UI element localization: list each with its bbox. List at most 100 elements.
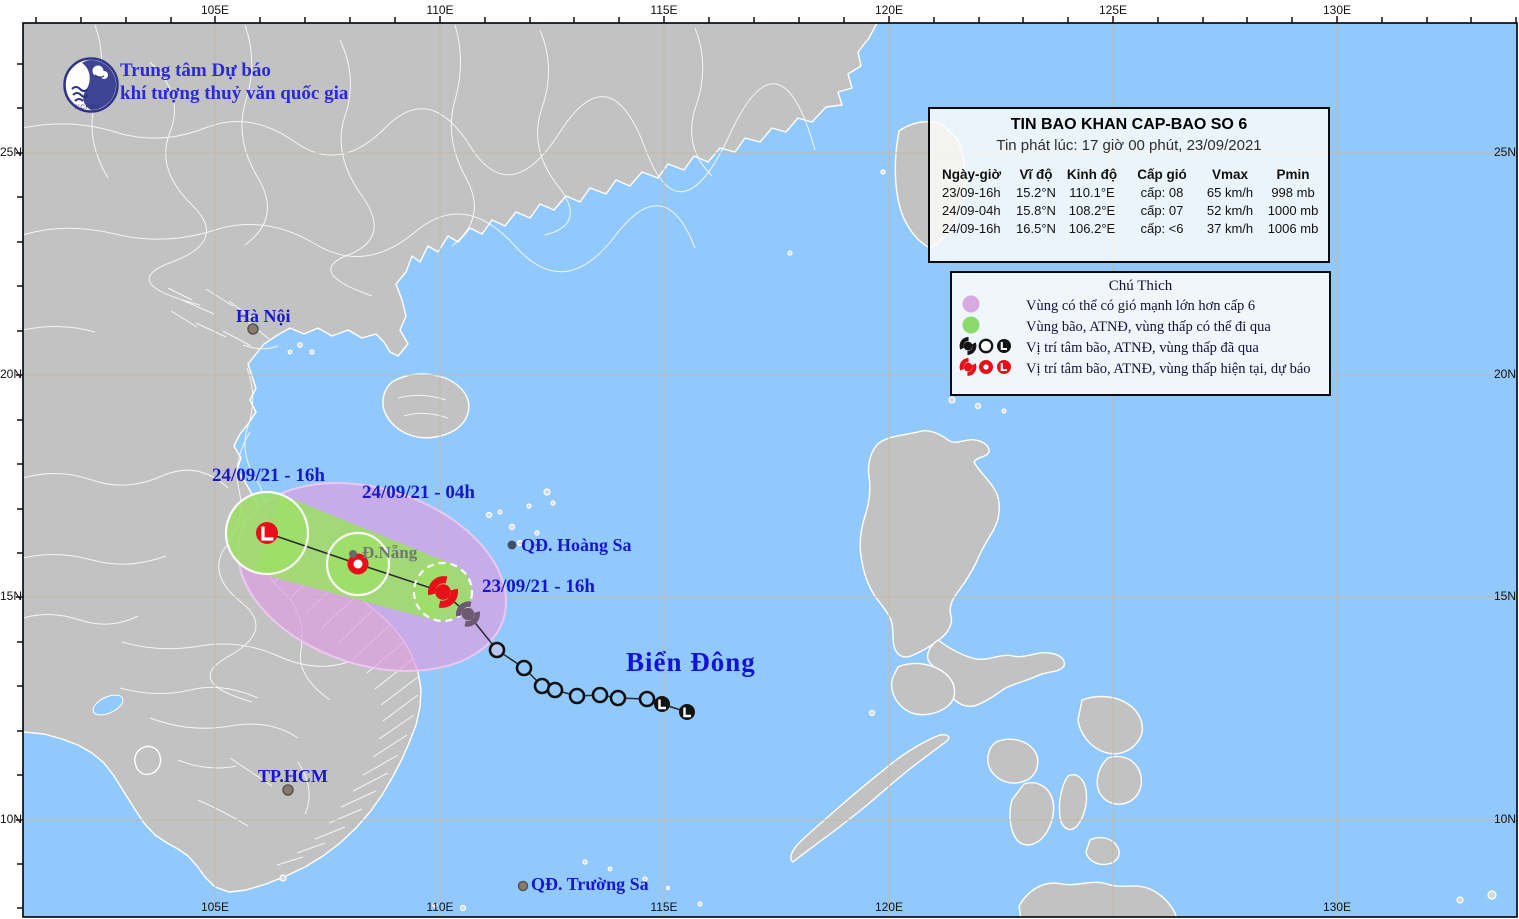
table-cell: 108.2°E [1068,203,1116,218]
nchmf-logo [63,57,119,113]
legend-label: Vị trí tâm bão, ATNĐ, vùng thấp hiện tại… [1026,360,1311,377]
track-area-swatch [952,315,1026,340]
hoangsa-marker [507,540,517,550]
label-sea-name: Biển Đông [626,647,756,677]
axis-label-top: 110E [426,3,454,17]
island-hainan [382,373,470,439]
past-positions [453,598,695,720]
legend-item: Vị trí tâm bão, ATNĐ, vùng thấp đã qua [952,336,1329,361]
axis-label-top: 105E [200,3,230,17]
wind-area-swatch [952,294,1026,319]
col-header: Ngày-giờ [942,167,1002,182]
table-cell: 24/09-16h [942,221,1001,236]
island-leyte [1096,755,1143,805]
table-cell: 37 km/h [1206,221,1254,236]
past-low-symbol [679,704,695,720]
label-truongsa: QĐ. Trường Sa [531,874,649,894]
label-forecast-24-16h: 24/09/21 - 16h [212,465,325,486]
table-cell: 1000 mb [1267,203,1319,218]
axis-label-left: 25N [0,145,23,159]
island-cebu [1058,774,1088,831]
axis-label-bottom: 105E [200,900,230,914]
island-panay [987,738,1039,784]
bulletin-issued-time: Tin phát lúc: 17 giờ 00 phút, 23/09/2021 [996,137,1262,154]
axis-label-right: 10N [1493,812,1516,826]
axis-label-top: 130E [1322,3,1352,17]
forecast-depression-symbol [347,553,369,575]
axis-label-bottom: 110E [426,900,454,914]
col-header: Vmax [1211,167,1249,182]
axis-label-top: 120E [874,3,904,17]
current-position-symbols [952,357,1026,382]
axis-label-left: 15N [0,589,23,603]
label-hanoi: Hà Nội [236,306,291,326]
forecast-circles [224,490,474,623]
forecast-low-symbol [256,522,278,544]
island-samar [1077,695,1144,755]
table-cell: 110.1°E [1069,185,1115,200]
table-cell: cấp: 08 [1140,185,1184,200]
legend-label: Vùng bão, ATNĐ, vùng thấp có thể đi qua [1026,318,1271,335]
legend-panel: Chú Thich Vùng có thể có gió mạnh lớn hơ… [950,271,1331,396]
axis-label-bottom: 115E [650,900,678,914]
legend-item: Vùng bão, ATNĐ, vùng thấp có thể đi qua [952,315,1329,340]
map-border [22,22,1518,918]
legend-label: Vùng có thể có gió mạnh lớn hơn cấp 6 [1026,297,1256,314]
axis-label-right: 25N [1493,145,1516,159]
table-cell: 16.5°N [1016,221,1056,236]
col-header: Cấp gió [1137,167,1187,182]
col-header: Pmin [1276,167,1310,182]
table-cell: 1006 mb [1267,221,1319,236]
axis-label-top: 115E [650,3,678,17]
island-mindanao [1018,881,1178,917]
label-danang: Đ.Nẵng [362,543,418,562]
label-current-23-16h: 23/09/21 - 16h [482,576,595,597]
table-cell: 52 km/h [1206,203,1254,218]
island-negros [1009,782,1055,846]
small-islands [279,169,1497,912]
danang-marker [349,550,357,558]
col-header: Kinh độ [1066,167,1118,182]
label-hcm: TP.HCM [258,766,328,786]
hcm-marker [282,784,294,796]
table-cell: 998 mb [1271,185,1315,200]
col-header: Vĩ độ [1019,167,1053,182]
table-cell: 23/09-16h [942,185,1001,200]
axis-label-right: 20N [1493,367,1516,381]
axis-label-bottom: 120E [874,900,904,914]
org-name-line2: khí tượng thuỷ văn quốc gia [120,83,349,104]
city-markers [247,323,529,892]
legend-item: Vị trí tâm bão, ATNĐ, vùng thấp hiện tại… [952,357,1329,382]
table-cell: cấp: 07 [1140,203,1184,218]
label-forecast-24-04h: 24/09/21 - 04h [362,482,475,503]
legend-title: Chú Thich [1108,278,1173,294]
logo-caption: NCHMF [75,104,101,111]
land-mainland-asia [24,24,878,893]
table-cell: cấp: <6 [1140,221,1184,236]
axis-label-left: 20N [0,367,23,381]
table-cell: 24/09-04h [942,203,1001,218]
table-cell: 106.2°E [1068,221,1116,236]
legend-label: Vị trí tâm bão, ATNĐ, vùng thấp đã qua [1026,339,1259,356]
bulletin-title: TIN BAO KHAN CAP-BAO SO 6 [1010,116,1248,133]
table-cell: 65 km/h [1206,185,1254,200]
table-cell: 15.2°N [1016,185,1056,200]
axis-label-left: 10N [0,812,23,826]
label-hoangsa: QĐ. Hoàng Sa [521,535,632,555]
table-cell: 15.8°N [1016,203,1056,218]
axis-ticks-top [35,16,1517,23]
island-mindoro [890,662,956,716]
axis-label-right: 15N [1493,589,1516,603]
axis-label-bottom: 130E [1322,900,1352,914]
axis-label-top: 125E [1098,3,1128,17]
past-position-symbols [952,336,1026,361]
axis-ticks-left [16,63,23,909]
hanoi-marker [247,323,259,335]
past-low-symbol [654,696,670,712]
legend-item: Vùng có thể có gió mạnh lớn hơn cấp 6 [952,294,1329,319]
island-phuquoc [134,745,162,776]
island-luzon [859,430,1000,658]
org-name-line1: Trung tâm Dự báo [120,60,271,81]
storm-info-panel: TIN BAO KHAN CAP-BAO SO 6 Tin phát lúc: … [928,107,1330,263]
